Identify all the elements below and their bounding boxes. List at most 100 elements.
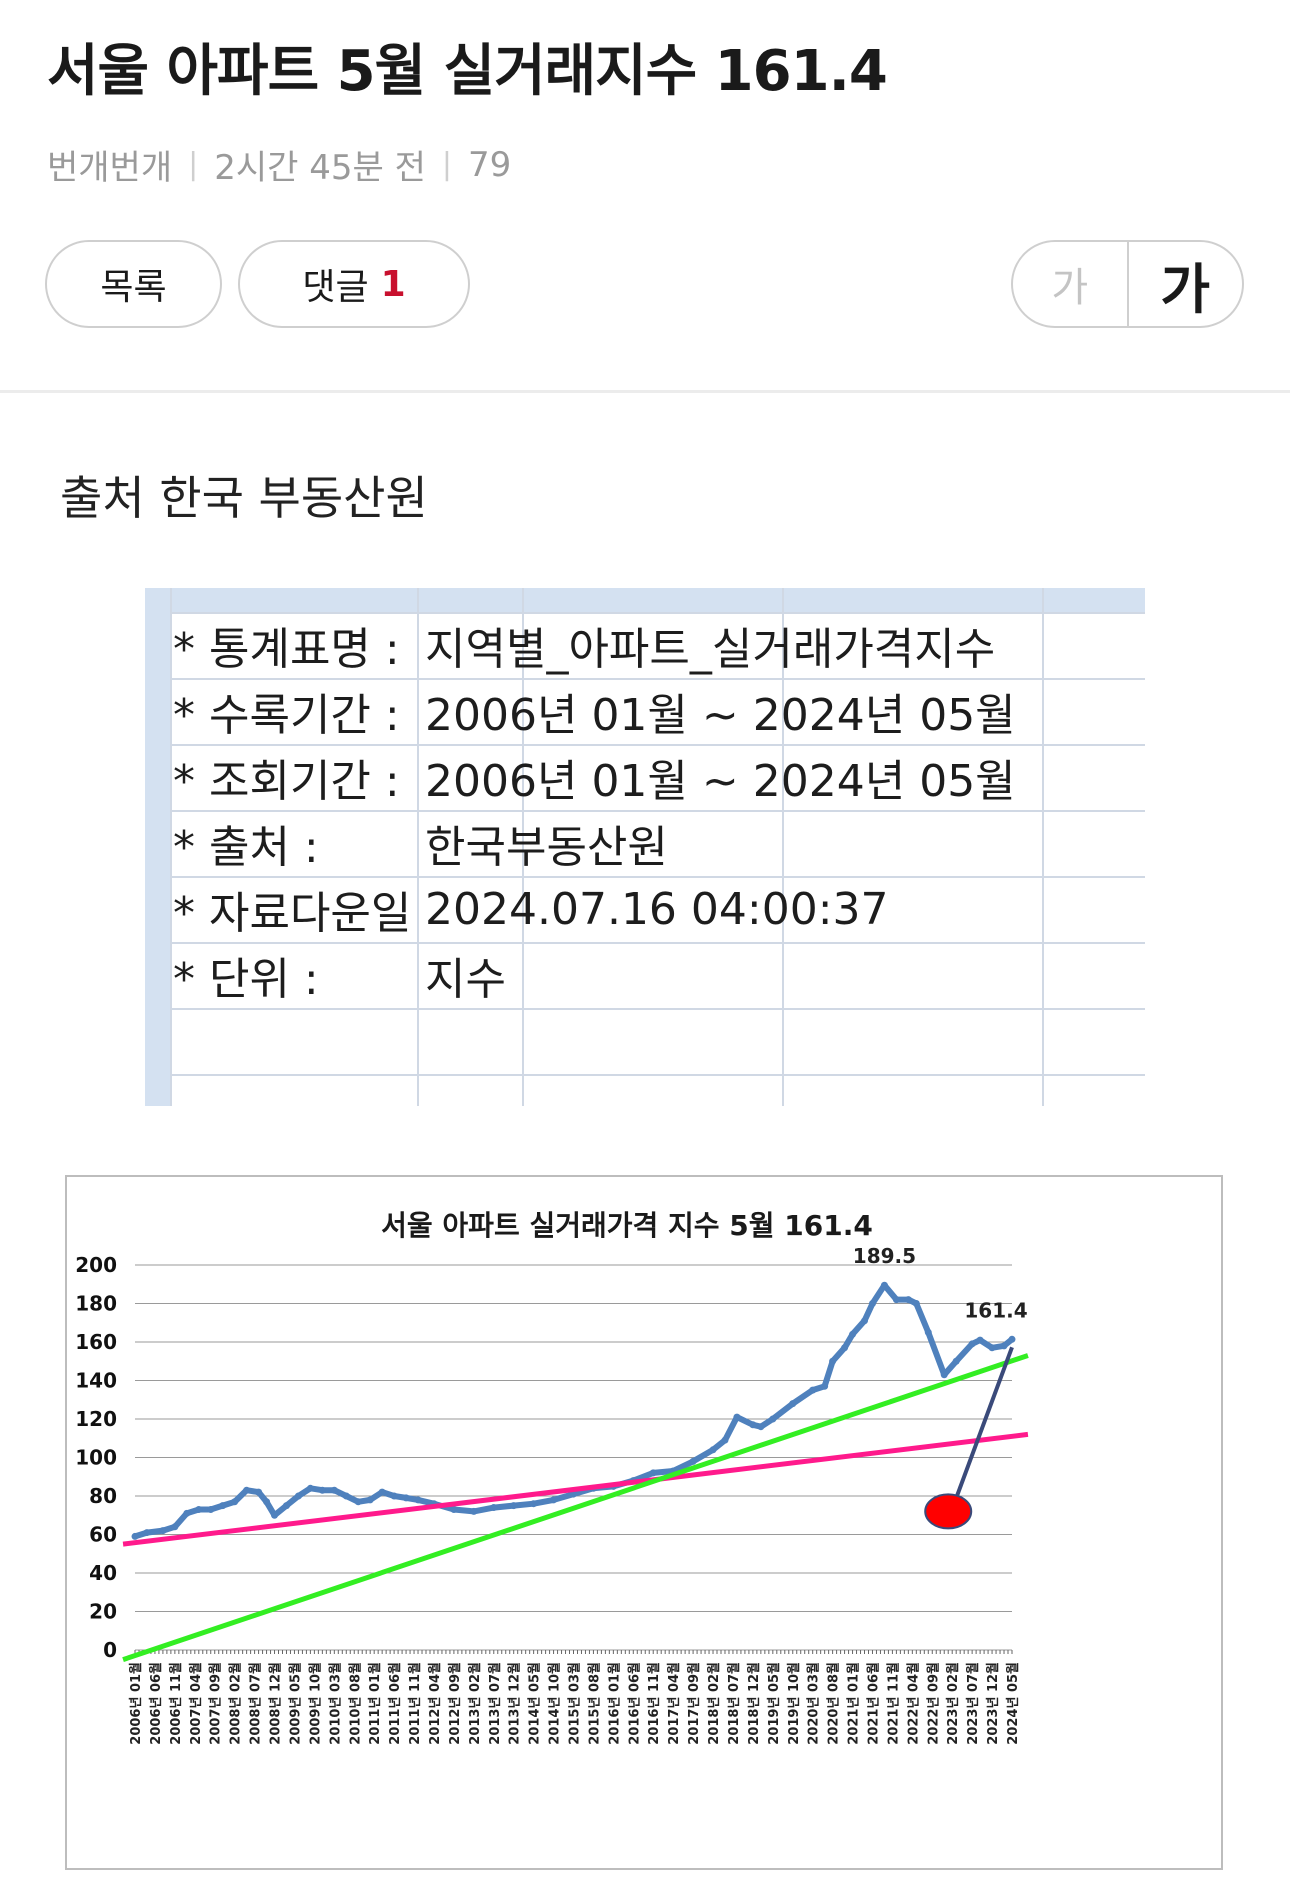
meta-separator: |: [441, 147, 452, 182]
x-tick-label: 2006년 06월: [148, 1662, 164, 1745]
series-point: [402, 1494, 410, 1502]
series-point: [769, 1415, 777, 1423]
x-tick-label: 2008년 12월: [268, 1662, 284, 1745]
trend-line: [122, 1431, 1029, 1547]
font-size-toggle: 가 가: [1011, 240, 1244, 328]
series-point: [849, 1330, 857, 1338]
y-tick-label: 60: [89, 1523, 117, 1547]
sheet-gridline: [1042, 588, 1044, 1106]
x-tick-label: 2010년 03월: [327, 1662, 343, 1745]
x-tick-label: 2023년 02월: [945, 1662, 961, 1745]
series-point: [1008, 1335, 1016, 1343]
sheet-gridline: [170, 744, 1145, 746]
series-point: [318, 1486, 326, 1494]
x-tick-label: 2013년 07월: [487, 1662, 503, 1745]
series-point: [143, 1529, 151, 1537]
x-tick-label: 2014년 10월: [547, 1662, 563, 1745]
x-tick-label: 2024년 05월: [1005, 1662, 1021, 1745]
series-point: [490, 1504, 498, 1512]
series-point: [709, 1446, 717, 1454]
series-point: [912, 1300, 920, 1307]
line-chart: 서울 아파트 실거래가격 지수 5월 161.4 0 20 40 60 80 100 120…: [75, 1209, 1029, 1745]
red-marker: [924, 1493, 973, 1530]
trend-line: [122, 1353, 1029, 1662]
sheet-row: * 출처 : 한국부동산원: [173, 810, 668, 876]
x-tick-label: 2012년 04월: [427, 1662, 443, 1745]
sheet-gridline: [170, 588, 172, 1106]
series-point: [940, 1371, 948, 1379]
x-tick-label: 2015년 08월: [586, 1662, 602, 1745]
x-tick-label: 2021년 01월: [846, 1662, 862, 1745]
data-label: 161.4: [964, 1298, 1027, 1322]
sheet-gridline: [170, 942, 1145, 944]
list-button[interactable]: 목록: [45, 240, 222, 328]
x-tick-label: 2009년 10월: [307, 1662, 323, 1745]
series-point: [861, 1317, 869, 1325]
series-point: [976, 1336, 984, 1344]
series-point: [171, 1523, 179, 1531]
x-tick-label: 2012년 09월: [447, 1662, 463, 1745]
sheet-row: * 통계표명 : 지역별_아파트_실거래가격지수: [173, 612, 995, 678]
sheet-row-label: * 통계표명 :: [173, 624, 400, 675]
series-point: [809, 1386, 817, 1394]
x-tick-label: 2007년 09월: [208, 1662, 224, 1745]
series-point: [354, 1498, 362, 1506]
series-point: [689, 1457, 697, 1465]
x-tick-label: 2011년 11월: [407, 1662, 423, 1745]
series-point: [414, 1496, 422, 1504]
series-point: [159, 1527, 167, 1535]
series-point: [231, 1498, 239, 1506]
sheet-row: * 자료다운일 2024.07.16 04:00:37: [173, 876, 889, 942]
sheet-row-value: 2024.07.16 04:00:37: [425, 883, 889, 935]
comment-count: 1: [380, 263, 406, 305]
series-point: [342, 1492, 350, 1500]
post-title: 서울 아파트 5월 실거래지수 161.4: [47, 39, 888, 104]
font-size-large-button[interactable]: 가: [1160, 257, 1211, 321]
series-point: [570, 1490, 577, 1498]
author-name[interactable]: 번개번개: [47, 148, 173, 188]
x-tick-label: 2017년 09월: [686, 1662, 702, 1745]
x-tick-label: 2022년 09월: [925, 1662, 941, 1745]
sheet-gridline: [782, 588, 784, 1106]
comment-button[interactable]: 댓글 1: [238, 240, 470, 328]
y-tick-label: 20: [89, 1600, 117, 1624]
y-tick-label: 200: [75, 1253, 117, 1277]
series-point: [829, 1357, 837, 1365]
series-point: [378, 1488, 386, 1496]
series-point: [880, 1281, 888, 1289]
series-point: [330, 1486, 338, 1494]
sheet-row-header-band: [145, 588, 170, 1106]
view-count: 79: [467, 144, 512, 185]
series-point: [757, 1423, 765, 1431]
series-point: [243, 1486, 251, 1494]
header-divider: [0, 390, 1290, 393]
series-point: [207, 1505, 215, 1513]
series-point: [550, 1496, 558, 1504]
sheet-row-label: * 조회기간 :: [173, 756, 400, 807]
sheet-row-label: * 단위 :: [173, 954, 319, 1005]
series-point: [904, 1296, 912, 1304]
sheet-gridline: [170, 810, 1145, 812]
y-tick-label: 160: [75, 1330, 117, 1354]
series-point: [988, 1344, 996, 1352]
series-point: [390, 1492, 398, 1500]
x-tick-label: 2023년 12월: [985, 1662, 1001, 1745]
x-tick-label: 2019년 05월: [766, 1662, 782, 1745]
x-tick-label: 2013년 12월: [507, 1662, 523, 1745]
sheet-header-band: [145, 588, 1145, 612]
x-tick-label: 2017년 04월: [666, 1662, 682, 1745]
trend-lines: [122, 1353, 1029, 1662]
series-point: [924, 1328, 932, 1336]
y-tick-label: 80: [89, 1484, 117, 1508]
x-tick-label: 2018년 07월: [726, 1662, 742, 1745]
list-button-label: 목록: [100, 267, 167, 308]
series-point: [749, 1421, 757, 1429]
chart-title: 서울 아파트 실거래가격 지수 5월 161.4: [381, 1209, 873, 1242]
series-point: [282, 1502, 290, 1510]
x-tick-label: 2010년 08월: [347, 1662, 363, 1745]
series-point: [131, 1532, 139, 1540]
x-tick-label: 2020년 08월: [826, 1662, 842, 1745]
post-time: 2시간 45분 전: [214, 148, 426, 188]
font-size-small-button[interactable]: 가: [1013, 242, 1129, 326]
series-point: [892, 1296, 900, 1304]
